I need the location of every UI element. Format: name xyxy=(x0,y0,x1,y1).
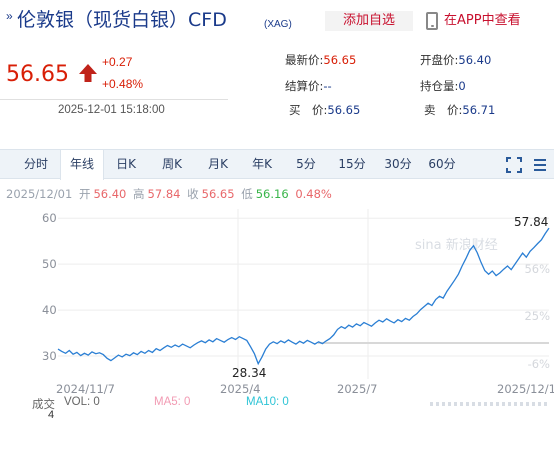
stat-label: 结算价: xyxy=(285,79,324,93)
stat-settle: 结算价:-- xyxy=(285,78,332,94)
x-axis-ticks: 2024/11/7 2025/4 2025/7 2025/12/1 xyxy=(56,382,554,395)
y-right-tick-label: -6% xyxy=(528,357,550,371)
quote-datetime: 2025-12-01 15:18:00 xyxy=(58,104,165,116)
tab-monthly-k[interactable]: 月K xyxy=(208,157,228,171)
x-tick-label: 2025/7 xyxy=(337,382,377,395)
arrow-up-icon xyxy=(79,64,97,82)
tab-weekly-k[interactable]: 周K xyxy=(162,157,182,171)
title-bar: » 伦敦银（现货白银）CFD (XAG) 添加自选 在APP中查看 xyxy=(0,0,554,38)
stat-value: 56.65 xyxy=(323,53,357,67)
y-tick-label: 30 xyxy=(42,349,57,363)
quote-box: 56.65 +0.27 +0.48% xyxy=(0,46,230,102)
chart-watermark: sina 新浪财经 xyxy=(415,237,498,253)
volume-count: 4 xyxy=(48,409,55,421)
instrument-title: 伦敦银（现货白银）CFD xyxy=(17,9,227,31)
ohlc-info: 2025/12/01 开 56.40 高 57.84 收 56.65 低 56.16 0… xyxy=(6,186,335,202)
tab-intraday[interactable]: 分时 xyxy=(23,157,48,171)
add-watchlist-button[interactable]: 添加自选 xyxy=(325,11,413,31)
ohlc-date: 2025/12/01 xyxy=(6,187,73,201)
y-right-tick-label: 25% xyxy=(524,309,550,323)
stat-label: 最新价: xyxy=(285,53,324,67)
tab-yearly-k[interactable]: 年K xyxy=(252,157,272,171)
price-change: +0.27 xyxy=(102,55,133,69)
ma10-value: MA10: 0 xyxy=(246,396,289,408)
tab-60min[interactable]: 60分 xyxy=(428,157,456,171)
stat-value: 56.40 xyxy=(458,53,492,67)
price-change-pct: +0.48% xyxy=(102,77,144,91)
x-tick-label: 2025/12/1 xyxy=(497,382,554,395)
stat-bid: 买 价:56.65 xyxy=(289,102,360,118)
phone-icon xyxy=(426,12,438,30)
stat-label: 持仓量: xyxy=(420,79,459,93)
stat-value: 56.65 xyxy=(327,103,361,117)
ohlc-low-label: 低 xyxy=(241,187,253,201)
x-tick-label: 2024/11/7 xyxy=(56,382,115,395)
period-tabs: 分时 年线 日K 周K 月K 年K 5分 15分 30分 60分 xyxy=(0,149,554,180)
stat-value: 0 xyxy=(458,79,466,93)
tab-year-line[interactable]: 年线 xyxy=(60,150,104,180)
stat-value: 56.71 xyxy=(462,103,496,117)
y-axis-right-ticks: 56% 25% -6% xyxy=(524,262,550,371)
ohlc-open: 56.40 xyxy=(93,187,127,201)
view-in-app-label: 在APP中查看 xyxy=(444,13,521,28)
ma5-value: MA5: 0 xyxy=(154,396,191,408)
ohlc-close-label: 收 xyxy=(187,187,199,201)
x-tick-label: 2025/4 xyxy=(220,382,260,395)
view-in-app-link[interactable]: 在APP中查看 xyxy=(424,10,521,32)
ohlc-high-label: 高 xyxy=(133,187,145,201)
stat-open-interest: 持仓量:0 xyxy=(420,78,466,94)
stat-label: 买 价: xyxy=(289,103,328,117)
volume-label: 成交 xyxy=(32,399,55,411)
max-price-label: 57.84 xyxy=(514,215,548,229)
ohlc-close: 56.65 xyxy=(201,187,235,201)
tab-daily-k[interactable]: 日K xyxy=(116,157,136,171)
chart-grid xyxy=(58,209,549,379)
ohlc-pct: 0.48% xyxy=(295,187,332,201)
menu-icon[interactable] xyxy=(533,158,547,172)
quote-divider xyxy=(0,99,228,100)
stat-value: -- xyxy=(323,79,332,93)
tab-5min[interactable]: 5分 xyxy=(296,157,316,171)
ohlc-low: 56.16 xyxy=(255,187,289,201)
y-tick-label: 40 xyxy=(42,303,57,317)
stat-latest: 最新价:56.65 xyxy=(285,52,356,68)
fullscreen-icon[interactable] xyxy=(506,157,522,173)
ohlc-high: 57.84 xyxy=(147,187,181,201)
last-price: 56.65 xyxy=(6,62,69,87)
tab-15min[interactable]: 15分 xyxy=(338,157,366,171)
y-tick-label: 60 xyxy=(42,211,57,225)
chart-scrollbar[interactable] xyxy=(430,402,550,406)
tab-30min[interactable]: 30分 xyxy=(384,157,412,171)
y-right-tick-label: 56% xyxy=(524,262,550,276)
y-tick-label: 50 xyxy=(42,257,57,271)
stat-ask: 卖 价:56.71 xyxy=(424,102,495,118)
instrument-code: (XAG) xyxy=(264,19,292,30)
stat-open: 开盘价:56.40 xyxy=(420,52,491,68)
stat-label: 卖 价: xyxy=(424,103,463,117)
ohlc-open-label: 开 xyxy=(78,187,91,201)
min-price-label: 28.34 xyxy=(232,366,266,380)
title-prefix: » xyxy=(6,9,13,23)
stat-label: 开盘价: xyxy=(420,53,459,67)
price-line xyxy=(57,227,550,366)
y-axis-ticks: 60 50 40 30 xyxy=(42,211,57,363)
vol-value: VOL: 0 xyxy=(64,396,100,408)
